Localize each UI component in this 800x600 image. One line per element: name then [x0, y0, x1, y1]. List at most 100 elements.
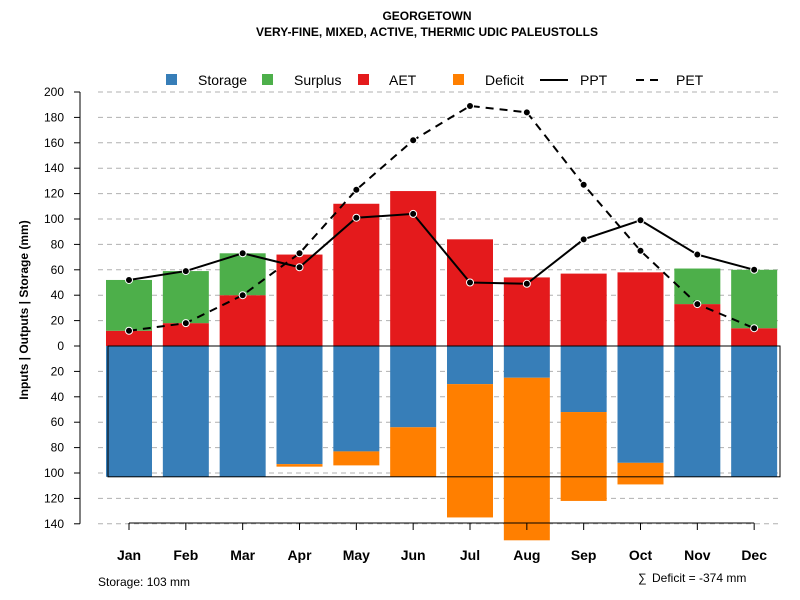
- y-tick-label: 100: [44, 466, 64, 480]
- month-label: Jun: [401, 547, 426, 563]
- pet-point: [579, 180, 588, 189]
- storage-bar: [106, 346, 152, 477]
- month-label: Jul: [460, 547, 480, 563]
- deficit-bar: [617, 462, 664, 485]
- gridlines: [98, 91, 782, 525]
- pet-line: [128, 104, 755, 332]
- chart-title: GEORGETOWN: [382, 9, 471, 23]
- storage-bar: [503, 346, 550, 378]
- chart-subtitle: VERY-FINE, MIXED, ACTIVE, THERMIC UDIC P…: [256, 25, 598, 39]
- y-tick-label: 140: [44, 517, 64, 531]
- y-tick-label: 180: [44, 110, 64, 124]
- y-tick-label: 80: [51, 441, 65, 455]
- y-tick-label: 120: [44, 187, 64, 201]
- pet-point: [125, 326, 133, 335]
- ppt-point: [466, 278, 474, 287]
- pet-point: [352, 185, 361, 194]
- legend-ppt-label: PPT: [580, 72, 608, 88]
- axes: 2001801601401201008060402002040608010012…: [44, 85, 767, 563]
- legend-aet-label: AET: [389, 72, 417, 88]
- storage-bar: [674, 346, 721, 477]
- pet-point: [636, 246, 645, 255]
- legend-deficit-label: Deficit: [485, 72, 524, 88]
- ppt-point: [238, 249, 247, 258]
- y-tick-label: 120: [44, 491, 64, 505]
- aet-bar: [503, 277, 550, 346]
- ppt-point: [409, 209, 418, 218]
- pet-point: [238, 291, 247, 300]
- pet-point: [693, 300, 702, 309]
- storage-footer: Storage: 103 mm: [98, 575, 190, 589]
- month-label: Apr: [287, 547, 312, 563]
- y-tick-label: 20: [51, 364, 65, 378]
- storage-bar: [617, 346, 664, 463]
- month-label: May: [343, 547, 370, 563]
- y-tick-label: 60: [51, 263, 65, 277]
- surplus-bar: [731, 269, 778, 329]
- y-tick-label: 40: [51, 390, 65, 404]
- aet-bar: [106, 330, 152, 346]
- month-label: Aug: [513, 547, 540, 563]
- pet-point: [409, 136, 418, 145]
- ppt-point: [750, 265, 759, 274]
- storage-bar: [162, 346, 209, 477]
- ppt-point: [693, 250, 702, 259]
- sigma-icon: ∑: [638, 571, 647, 585]
- legend-pet-label: PET: [676, 72, 704, 88]
- y-tick-label: 40: [51, 288, 65, 302]
- ppt-point: [636, 216, 645, 225]
- surplus-bar: [162, 271, 209, 324]
- ppt-point: [295, 263, 304, 272]
- ppt-line: [128, 212, 755, 285]
- month-label: Jan: [117, 547, 141, 563]
- y-axis-label: Inputs | Outputs | Storage (mm): [17, 220, 31, 399]
- surplus-bar: [219, 253, 266, 296]
- legend-storage-swatch: [166, 74, 177, 85]
- ppt-point: [579, 235, 588, 244]
- ppt-point: [181, 267, 190, 276]
- pet-point: [466, 101, 474, 110]
- legend-storage-label: Storage: [198, 72, 247, 88]
- pet-point: [295, 249, 304, 258]
- month-label: Nov: [684, 547, 711, 563]
- legend-surplus-label: Surplus: [294, 72, 341, 88]
- pet-point: [750, 324, 759, 333]
- ppt-point: [352, 213, 361, 222]
- y-tick-label: 160: [44, 136, 64, 150]
- month-label: Oct: [629, 547, 653, 563]
- storage-bar: [447, 346, 493, 385]
- deficit-footer: Deficit = -374 mm: [652, 571, 746, 585]
- storage-bar: [276, 346, 323, 465]
- storage-bar: [333, 346, 380, 452]
- ppt-point: [522, 279, 531, 288]
- aet-bar: [731, 328, 778, 346]
- aet-bar: [447, 239, 493, 346]
- pet-point: [181, 319, 190, 328]
- y-tick-label: 60: [51, 415, 65, 429]
- month-label: Sep: [571, 547, 597, 563]
- deficit-bar: [560, 412, 607, 501]
- deficit-bar: [276, 464, 323, 467]
- storage-bar: [731, 346, 778, 477]
- aet-bar: [162, 323, 209, 346]
- month-label: Feb: [173, 547, 198, 563]
- legend: Storage Surplus AET Deficit PPT PET: [166, 72, 704, 88]
- aet-bar: [333, 203, 380, 346]
- y-tick-label: 140: [44, 161, 64, 175]
- lines: [125, 101, 759, 335]
- y-tick-label: 200: [44, 85, 64, 99]
- storage-bar: [560, 346, 607, 413]
- storage-bar: [219, 346, 266, 477]
- storage-bar: [390, 346, 437, 428]
- month-label: Dec: [741, 547, 767, 563]
- bars: [106, 191, 781, 541]
- y-tick-label: 80: [51, 237, 65, 251]
- legend-aet-swatch: [358, 74, 369, 85]
- legend-deficit-swatch: [453, 74, 464, 85]
- deficit-bar: [447, 384, 493, 518]
- aet-bar: [617, 272, 664, 346]
- month-label: Mar: [230, 547, 255, 563]
- aet-bar: [560, 273, 607, 346]
- surplus-bar: [674, 268, 721, 305]
- y-tick-label: 100: [44, 212, 64, 226]
